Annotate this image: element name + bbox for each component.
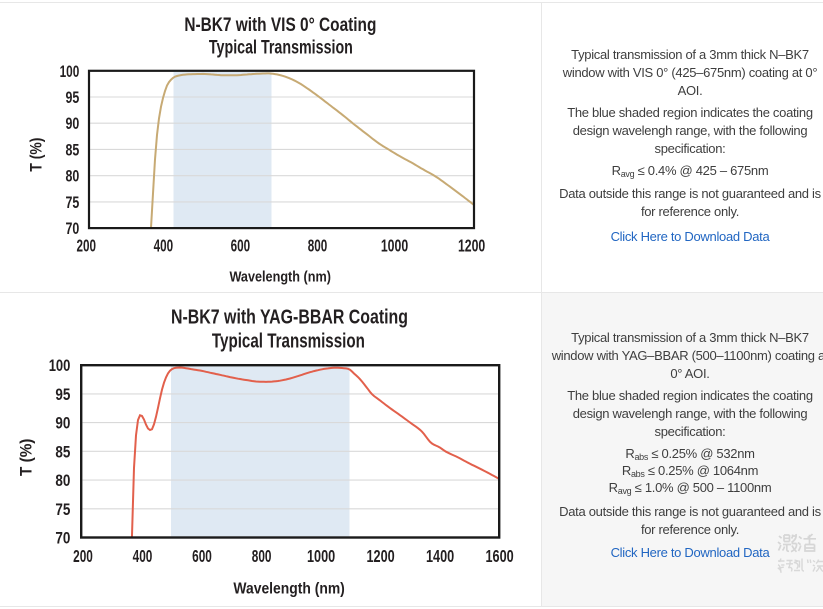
svg-text:95: 95 (55, 386, 70, 404)
svg-text:T (%): T (%) (17, 439, 36, 476)
svg-text:1200: 1200 (367, 546, 395, 566)
svg-text:T (%): T (%) (28, 138, 46, 172)
svg-text:80: 80 (55, 472, 70, 490)
svg-text:800: 800 (308, 235, 328, 255)
svg-text:1200: 1200 (458, 235, 485, 255)
svg-text:85: 85 (66, 141, 80, 159)
svg-text:1600: 1600 (486, 546, 514, 566)
svg-text:Typical Transmission: Typical Transmission (209, 38, 353, 59)
svg-text:90: 90 (55, 415, 70, 433)
svg-text:85: 85 (55, 443, 70, 461)
svg-text:95: 95 (66, 89, 80, 107)
svg-text:200: 200 (77, 235, 97, 255)
svg-text:70: 70 (66, 220, 80, 238)
svg-text:Wavelength (nm): Wavelength (nm) (229, 269, 331, 286)
svg-text:80: 80 (66, 168, 80, 186)
svg-text:600: 600 (192, 546, 212, 566)
svg-text:90: 90 (66, 115, 80, 133)
svg-text:1000: 1000 (307, 546, 335, 566)
svg-text:N-BK7 with YAG-BBAR Coating: N-BK7 with YAG-BBAR Coating (171, 307, 408, 329)
svg-text:600: 600 (231, 235, 251, 255)
svg-text:75: 75 (55, 501, 70, 519)
svg-text:200: 200 (73, 546, 93, 566)
svg-text:Wavelength (nm): Wavelength (nm) (233, 580, 344, 597)
svg-text:N-BK7 with VIS 0° Coating: N-BK7 with VIS 0° Coating (184, 15, 376, 36)
svg-text:400: 400 (154, 235, 174, 255)
svg-text:Typical Transmission: Typical Transmission (212, 330, 365, 352)
svg-text:100: 100 (49, 357, 71, 375)
svg-text:70: 70 (55, 530, 70, 548)
svg-text:800: 800 (252, 546, 272, 566)
svg-text:1000: 1000 (381, 235, 408, 255)
svg-text:100: 100 (60, 63, 80, 81)
svg-text:400: 400 (133, 546, 153, 566)
svg-text:75: 75 (66, 194, 80, 212)
svg-text:1400: 1400 (426, 546, 454, 566)
